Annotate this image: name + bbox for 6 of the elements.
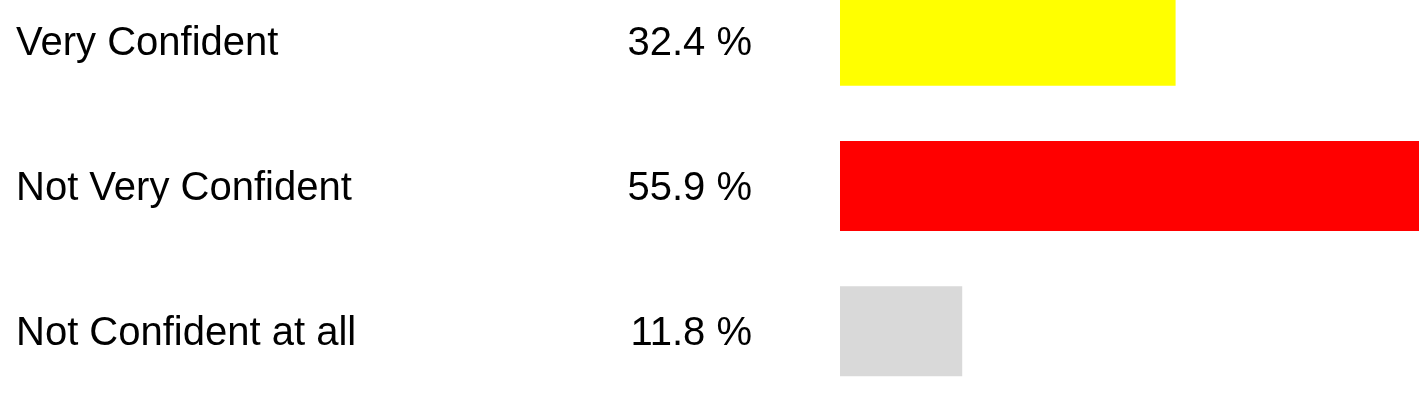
y-tick-label: Not Confident at all bbox=[16, 309, 357, 354]
y-tick-label: Very Confident bbox=[16, 18, 279, 63]
data-label: 55.9 % bbox=[627, 164, 752, 208]
data-label: 11.8 % bbox=[630, 309, 752, 354]
y-tick-label: Not Very Confident bbox=[16, 164, 352, 208]
data-label: 32.4 % bbox=[627, 18, 752, 63]
